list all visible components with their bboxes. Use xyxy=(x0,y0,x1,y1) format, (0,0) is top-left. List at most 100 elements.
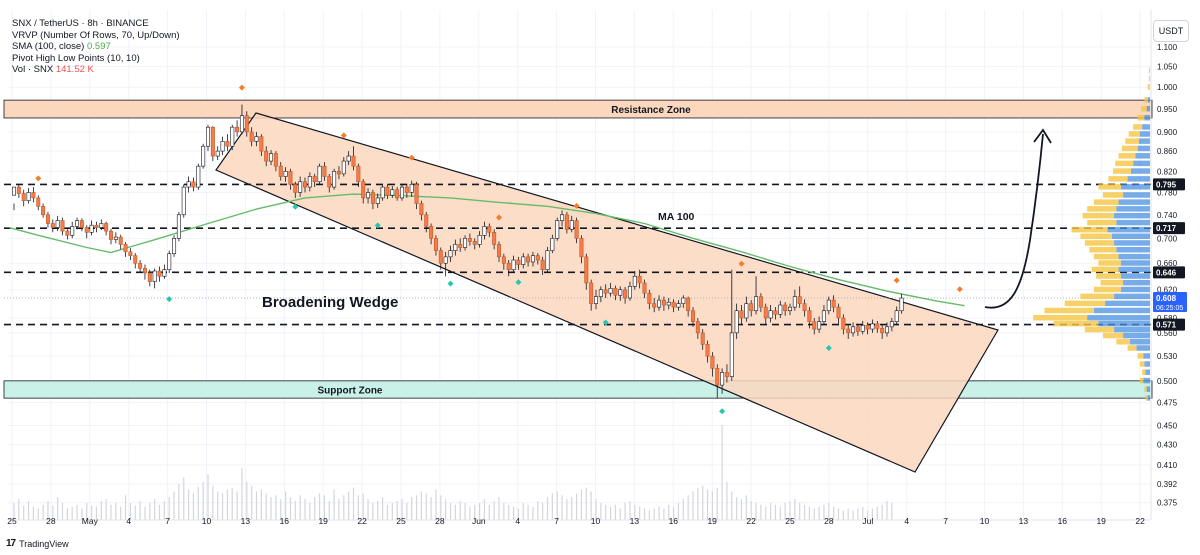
candle-body xyxy=(133,255,138,264)
price-tags: 0.795 0.717 0.646 0.608 06:25:05 0.571 xyxy=(1153,178,1187,331)
volume-bar xyxy=(289,497,292,520)
volume-profile-up xyxy=(1135,153,1150,159)
volume-profile-up xyxy=(1144,361,1150,367)
volume-bar xyxy=(512,506,515,520)
time-tick-label: 7 xyxy=(165,516,170,526)
volume-profile-down xyxy=(1084,326,1115,333)
volume-profile-down xyxy=(1089,246,1117,253)
candle-body xyxy=(239,115,244,133)
level-price-tag xyxy=(1153,266,1185,279)
candle-body xyxy=(647,292,652,304)
volume-profile-down xyxy=(1064,300,1106,307)
volume-bar xyxy=(294,501,296,520)
candle-body xyxy=(807,310,812,322)
volume-bar xyxy=(382,497,384,520)
volume-profile-down xyxy=(1093,253,1119,260)
candle-body xyxy=(409,184,414,193)
volume-bar xyxy=(813,508,815,520)
volume-bar xyxy=(217,491,219,520)
volume-profile-up xyxy=(1114,212,1150,219)
volume-profile-up xyxy=(1120,273,1150,279)
volume-profile-up xyxy=(1133,160,1150,167)
candle-body xyxy=(50,223,55,228)
volume-bar xyxy=(682,499,684,520)
candle-body xyxy=(618,289,623,296)
candle-body xyxy=(516,259,521,265)
candle-body xyxy=(841,317,846,330)
legend-volume[interactable]: Vol · SNX 141.52 K xyxy=(12,64,180,76)
volume-bar xyxy=(697,487,699,520)
volume-profile-down xyxy=(1112,168,1131,174)
volume-bar xyxy=(454,504,456,520)
legend-sma[interactable]: SMA (100, close) 0.597 xyxy=(12,41,180,53)
volume-bar xyxy=(280,499,282,520)
volume-bar xyxy=(95,506,98,520)
volume-bar xyxy=(852,510,854,520)
legend-vrvp[interactable]: VRVP (Number Of Rows, 70, Up/Down) xyxy=(12,29,180,41)
volume-bar xyxy=(857,508,859,520)
volume-profile-up xyxy=(1114,326,1150,333)
volume-bar xyxy=(154,499,156,520)
volume-profile-down xyxy=(1087,206,1117,212)
pivot-high-marker xyxy=(738,260,745,267)
volume-bar xyxy=(304,499,306,520)
candle-body xyxy=(278,165,283,177)
volume-bar xyxy=(483,499,486,520)
pivot-high-marker xyxy=(573,202,580,209)
volume-bar xyxy=(120,506,122,520)
legend-pivot[interactable]: Pivot High Low Points (10, 10) xyxy=(12,52,140,64)
volume-profile-up xyxy=(1114,240,1150,246)
candle-body xyxy=(283,170,288,177)
volume-bar xyxy=(493,501,495,520)
candle-body xyxy=(700,332,705,345)
volume-bar xyxy=(265,493,267,520)
volume-bar xyxy=(609,506,612,520)
current-price-countdown: 06:25:05 xyxy=(1156,305,1183,312)
volume-bar xyxy=(202,482,204,520)
volume-bar xyxy=(197,486,199,520)
legend-symbol[interactable]: SNX / TetherUS · 8h · BINANCE xyxy=(12,18,149,29)
time-tick-label: 22 xyxy=(746,516,756,526)
time-axis[interactable]: 25 28 May 4 7 10 13 16 19 22 25 28 Jun 4 7 10 13 16 19 22 25… xyxy=(7,516,1150,526)
volume-profile-down xyxy=(1033,314,1088,321)
volume-bar xyxy=(774,504,777,520)
candle-body xyxy=(579,238,584,258)
candle-body xyxy=(433,238,438,251)
volume-bar xyxy=(425,493,427,520)
forecast-arrow xyxy=(984,133,1044,309)
support-zone xyxy=(3,380,1153,399)
price-tick-label: 0.375 xyxy=(1157,499,1178,508)
volume-bar xyxy=(566,499,568,520)
volume-bar xyxy=(42,504,44,520)
volume-bar xyxy=(100,501,102,520)
volume-bar xyxy=(653,508,655,520)
candle-body xyxy=(492,232,497,245)
candle-body xyxy=(555,220,560,239)
candle-body xyxy=(734,310,739,334)
candle-body xyxy=(472,241,477,245)
candle-body xyxy=(31,192,36,199)
chart-legend: SNX / TetherUS · 8h · BINANCE VRVP (Numb… xyxy=(12,18,180,76)
volume-bar xyxy=(362,493,364,520)
price-axis[interactable]: 1.100 1.050 1.000 0.950 0.900 0.860 0.820 0.780… xyxy=(1150,10,1178,520)
resistance-zone xyxy=(3,99,1153,119)
ma100-line xyxy=(9,193,965,307)
candle-body xyxy=(273,153,278,167)
candle-body xyxy=(414,184,419,204)
broadening-wedge-label: Broadening Wedge xyxy=(262,294,398,311)
price-tick-label: 0.700 xyxy=(1157,234,1178,243)
pivot-high-marker xyxy=(340,132,347,139)
candle-body xyxy=(220,141,225,152)
price-tick-label: 0.780 xyxy=(1157,188,1178,197)
candle-body xyxy=(458,244,463,248)
tradingview-branding[interactable]: 17 TradingView xyxy=(6,538,69,549)
volume-profile-down xyxy=(1137,353,1144,359)
currency-button[interactable]: USDT xyxy=(1153,20,1189,42)
time-tick-label: 22 xyxy=(1135,516,1145,526)
volume-bar xyxy=(260,489,262,520)
candle-body xyxy=(530,255,535,263)
volume-bar xyxy=(716,487,718,520)
volume-bar xyxy=(546,497,549,520)
volume-profile-down xyxy=(1148,67,1150,74)
